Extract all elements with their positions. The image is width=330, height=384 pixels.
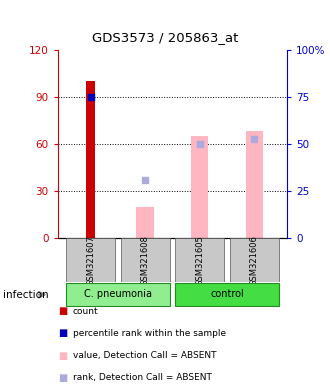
Text: count: count: [73, 306, 98, 316]
Point: [143, 177, 148, 183]
Bar: [175, 283, 279, 306]
Text: rank, Detection Call = ABSENT: rank, Detection Call = ABSENT: [73, 373, 212, 382]
Text: percentile rank within the sample: percentile rank within the sample: [73, 329, 226, 338]
Text: ■: ■: [58, 351, 67, 361]
Bar: [136, 207, 154, 238]
Text: C. pneumonia: C. pneumonia: [84, 289, 152, 299]
Point: [252, 136, 257, 142]
Text: GSM321605: GSM321605: [195, 235, 204, 286]
Bar: [246, 131, 263, 238]
Point: [88, 94, 93, 100]
Text: GDS3573 / 205863_at: GDS3573 / 205863_at: [92, 31, 238, 44]
Bar: [191, 136, 209, 238]
Point: [197, 141, 202, 147]
Text: ■: ■: [58, 373, 67, 383]
Text: ■: ■: [58, 306, 67, 316]
Text: GSM321606: GSM321606: [250, 235, 259, 286]
Text: infection: infection: [3, 290, 49, 300]
Text: value, Detection Call = ABSENT: value, Detection Call = ABSENT: [73, 351, 216, 360]
Text: ■: ■: [58, 328, 67, 338]
Bar: [175, 238, 224, 282]
Text: GSM321607: GSM321607: [86, 235, 95, 286]
Bar: [86, 81, 95, 238]
Text: control: control: [210, 289, 244, 299]
Bar: [120, 238, 170, 282]
Bar: [66, 238, 115, 282]
Bar: [66, 283, 170, 306]
Bar: [230, 238, 279, 282]
Text: GSM321608: GSM321608: [141, 235, 149, 286]
